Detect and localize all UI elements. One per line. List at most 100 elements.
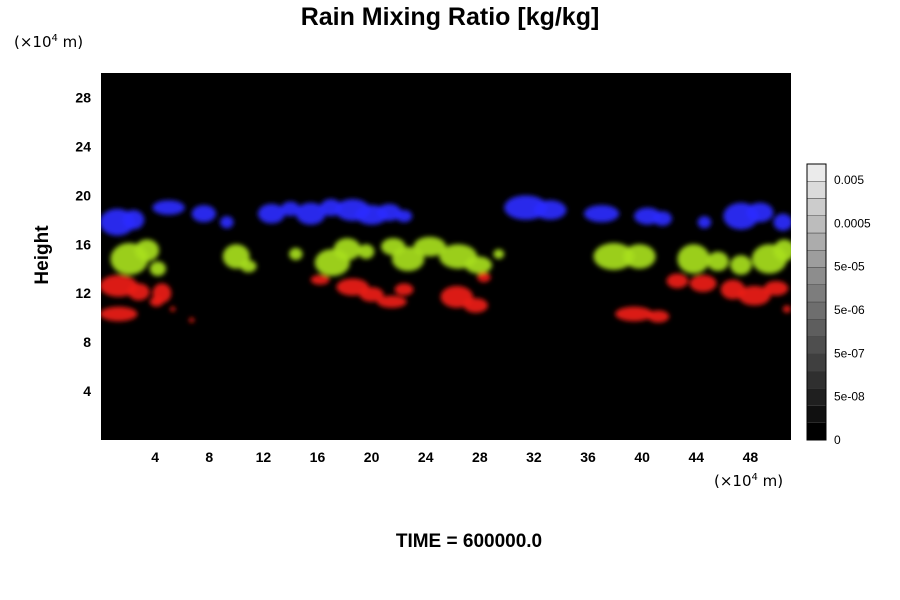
- field-blob: [289, 247, 303, 261]
- field-blob: [377, 203, 402, 222]
- field-blob: [623, 244, 656, 269]
- field-blob: [358, 244, 375, 259]
- field-blob: [593, 243, 635, 270]
- field-blob: [615, 306, 653, 322]
- field-blob: [647, 310, 670, 323]
- colorbar-label: 5e-06: [834, 303, 865, 317]
- colorbar-step: [806, 267, 827, 285]
- field-blob: [533, 200, 567, 220]
- colorbar-label: 0: [834, 433, 841, 447]
- y-axis-unit: (×104 m): [14, 33, 84, 51]
- field-blob: [101, 306, 138, 322]
- colorbar-step: [806, 370, 827, 389]
- field-blob: [653, 211, 672, 226]
- x-tick-label: 8: [205, 449, 213, 465]
- colorbar-step: [806, 198, 827, 216]
- x-tick-label: 24: [418, 449, 434, 465]
- colorbar-label: 5e-07: [834, 346, 865, 360]
- field-blob: [188, 317, 195, 323]
- colorbar-step: [806, 319, 827, 337]
- y-tick-label: 28: [75, 89, 91, 105]
- y-tick-label: 12: [75, 285, 91, 301]
- colorbar-step: [806, 422, 827, 441]
- field-blob: [220, 216, 234, 229]
- y-tick-label: 16: [75, 236, 91, 252]
- colorbar-step: [806, 301, 827, 320]
- x-tick-label: 32: [526, 449, 542, 465]
- field-blob: [395, 210, 413, 223]
- field-blob: [773, 239, 791, 262]
- field-blob: [134, 239, 160, 262]
- field-blob: [782, 305, 791, 313]
- colorbar-label: 5e-05: [834, 260, 865, 274]
- y-tick-label: 4: [83, 383, 91, 399]
- field-blob: [170, 306, 176, 312]
- field-blob: [295, 202, 326, 225]
- colorbar-step: [806, 232, 827, 251]
- field-blob: [122, 210, 145, 230]
- field-blob: [333, 238, 361, 261]
- field-blob: [359, 287, 384, 302]
- field-blob: [191, 205, 216, 223]
- field-layers: [101, 195, 791, 323]
- x-tick-label: 4: [151, 449, 159, 465]
- x-axis-unit: (×104 m): [714, 472, 784, 490]
- field-blob: [240, 260, 257, 273]
- colorbar-label: 0.005: [834, 173, 864, 187]
- field-blob: [584, 205, 620, 223]
- colorbar-step: [806, 388, 827, 406]
- field-blob: [477, 272, 491, 283]
- y-tick-label: 20: [75, 187, 91, 203]
- colorbar-label: 0.0005: [834, 216, 871, 230]
- field-layer: [101, 195, 791, 236]
- field-blob: [377, 295, 407, 308]
- field-blob: [763, 280, 789, 296]
- field-blob: [464, 256, 492, 274]
- field-blob: [310, 274, 330, 285]
- field-blob: [677, 244, 710, 274]
- field-blob: [394, 283, 414, 296]
- field-blob: [697, 216, 712, 229]
- field-blob: [149, 261, 166, 277]
- field-blob: [463, 298, 488, 313]
- colorbar: 0.005 0.0005 5e-05 5e-06 5e-07 5e-08 0: [806, 163, 871, 447]
- x-tick-label: 48: [743, 449, 759, 465]
- chart-title: Rain Mixing Ratio [kg/kg]: [300, 3, 600, 31]
- field-blob: [689, 274, 717, 292]
- colorbar-step: [806, 215, 827, 234]
- x-tick-label: 12: [256, 449, 272, 465]
- y-tick-label: 8: [83, 334, 91, 350]
- y-tick-label: 24: [75, 138, 91, 154]
- y-axis-label: Height: [32, 225, 53, 285]
- field-layer: [101, 272, 791, 323]
- x-tick-label: 44: [689, 449, 705, 465]
- colorbar-step: [806, 163, 827, 182]
- field-blob: [280, 201, 300, 217]
- field-blob: [738, 285, 771, 306]
- colorbar-step: [806, 250, 827, 268]
- colorbar-step: [806, 353, 827, 372]
- field-blob: [257, 203, 285, 224]
- field-blob: [391, 246, 425, 272]
- colorbar-step: [806, 284, 827, 303]
- field-blob: [666, 273, 689, 289]
- x-tick-label: 16: [310, 449, 326, 465]
- colorbar-label: 5e-08: [834, 390, 865, 404]
- field-blob: [128, 283, 150, 301]
- x-tick-label: 28: [472, 449, 488, 465]
- colorbar-step: [806, 405, 827, 423]
- field-blob: [493, 249, 505, 259]
- x-tick-label: 40: [634, 449, 650, 465]
- colorbar-step: [806, 181, 827, 199]
- x-tick-label: 20: [364, 449, 380, 465]
- time-label: TIME = 600000.0: [395, 531, 543, 552]
- field-blob: [773, 213, 791, 231]
- colorbar-step: [806, 336, 827, 354]
- field-blob: [413, 236, 446, 257]
- x-axis-ticks: 4 8 12 16 20 24 28 32 36 40 44 48: [151, 449, 758, 465]
- field-blob: [149, 296, 164, 307]
- field-blob: [707, 251, 729, 272]
- x-tick-label: 36: [580, 449, 596, 465]
- colorbar-frame: [806, 163, 827, 441]
